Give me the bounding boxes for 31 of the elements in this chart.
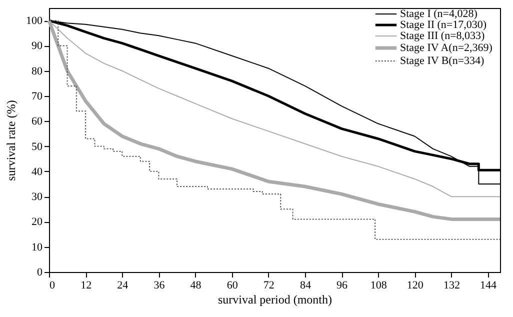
x-tick-label: 120: [406, 280, 424, 292]
x-tick-label: 72: [263, 280, 274, 292]
x-tick-label: 0: [50, 280, 56, 292]
y-tick-label: 10: [32, 241, 43, 254]
x-tick-label: 24: [117, 280, 129, 292]
x-tick-label: 108: [370, 280, 388, 292]
y-tick-label: 70: [32, 90, 43, 102]
legend-label: Stage III (n=8,033): [400, 30, 486, 42]
y-tick-label: 60: [32, 116, 43, 128]
x-tick-label: 60: [226, 280, 238, 292]
legend-label: Stage I (n=4,028): [400, 8, 478, 20]
legend-label: Stage IV A(n=2,369): [400, 42, 493, 54]
x-axis-title: survival period (month): [218, 292, 332, 306]
y-axis-title: survival rate (%): [4, 100, 18, 181]
y-tick-label: 100: [26, 15, 43, 28]
x-tick-label: 12: [80, 280, 92, 292]
legend-label: Stage II (n=17,030): [400, 19, 487, 31]
y-tick-label: 40: [32, 166, 43, 178]
y-tick-label: 30: [32, 191, 43, 204]
legend-label: Stage IV B(n=334): [400, 55, 485, 67]
y-tick-label: 90: [32, 40, 43, 52]
y-tick-label: 50: [32, 140, 43, 153]
x-tick-label: 132: [443, 280, 460, 292]
x-tick-label: 84: [300, 280, 312, 292]
x-tick-label: 36: [154, 280, 166, 292]
x-tick-label: 144: [480, 280, 498, 292]
x-tick-label: 96: [336, 280, 348, 292]
y-tick-label: 80: [32, 65, 43, 78]
x-tick-label: 48: [190, 280, 202, 292]
y-tick-label: 0: [37, 266, 43, 278]
y-tick-label: 20: [32, 216, 43, 228]
